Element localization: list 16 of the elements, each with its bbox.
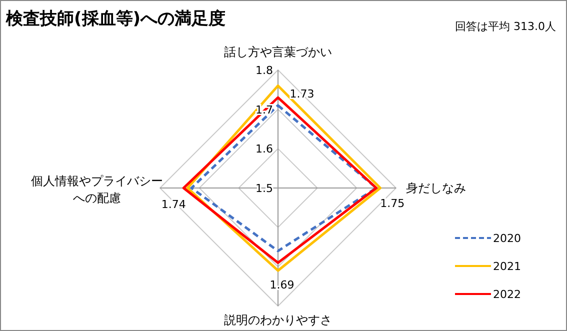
legend-label: 2020 <box>493 232 521 245</box>
data-label: 1.69 <box>270 278 294 292</box>
chart-title: 検査技師(採血等)への満足度 <box>5 9 226 29</box>
data-label: 1.75 <box>380 197 405 210</box>
y-tick-label: 1.6 <box>256 142 273 156</box>
y-tick-label: 1.5 <box>256 182 273 195</box>
y-tick-label: 1.8 <box>256 64 273 77</box>
spoke-label: 説明のわかりやすさ <box>224 313 332 327</box>
spoke-label: 個人情報やプライバシーへの配慮 <box>31 174 163 205</box>
data-label: 1.73 <box>290 88 314 101</box>
legend-label: 2022 <box>493 288 521 301</box>
spoke-label: 身だしなみ <box>406 181 466 195</box>
spoke-label: 話し方や言葉づかい <box>224 45 332 59</box>
legend-label: 2021 <box>493 260 521 273</box>
chart-subtitle: 回答は平均 313.0人 <box>455 20 556 33</box>
data-label: 1.74 <box>161 198 186 211</box>
